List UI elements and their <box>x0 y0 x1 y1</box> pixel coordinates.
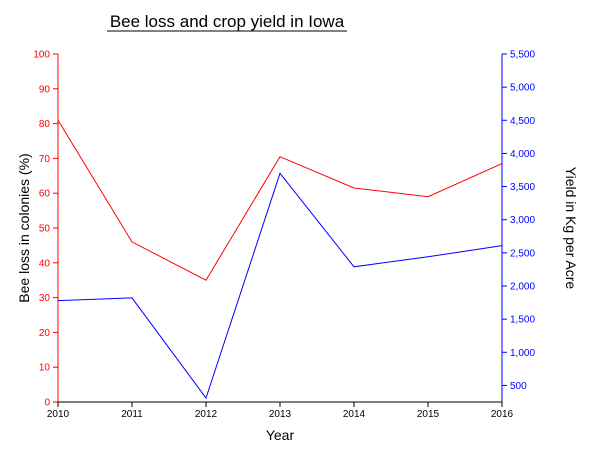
left-tick-label: 100 <box>33 50 50 61</box>
left-tick-label: 20 <box>39 328 51 339</box>
x-tick-label: 2013 <box>269 409 292 420</box>
right-axis-title: Yield in Kg per Acre <box>563 167 579 290</box>
left-tick-label: 50 <box>39 224 51 235</box>
left-tick-label: 90 <box>39 84 51 95</box>
right-tick-label: 4,000 <box>510 149 535 160</box>
x-tick-label: 2016 <box>491 409 514 420</box>
left-tick-label: 0 <box>44 398 50 409</box>
x-tick-label: 2015 <box>417 409 440 420</box>
x-tick-label: 2012 <box>195 409 218 420</box>
left-tick-label: 60 <box>39 189 51 200</box>
left-tick-label: 10 <box>39 363 51 374</box>
right-tick-label: 1,000 <box>510 348 535 359</box>
right-tick-label: 4,500 <box>510 116 535 127</box>
left-tick-label: 80 <box>39 119 51 130</box>
left-tick-label: 70 <box>39 154 51 165</box>
right-tick-label: 5,000 <box>510 83 535 94</box>
chart-title: Bee loss and crop yield in Iowa <box>110 12 345 31</box>
series-layer <box>57 119 503 400</box>
right-tick-label: 3,000 <box>510 215 535 226</box>
x-axis-title: Year <box>266 427 295 443</box>
left-tick-label: 30 <box>39 293 51 304</box>
right-tick-label: 5,500 <box>510 50 535 61</box>
x-tick-label: 2014 <box>343 409 366 420</box>
right-tick-label: 500 <box>510 381 527 392</box>
x-axis: 2010 2011 2012 2013 2014 2015 2016 <box>47 401 514 420</box>
right-tick-label: 2,000 <box>510 282 535 293</box>
left-axis-title: Bee loss in colonies (%) <box>16 153 32 302</box>
left-tick-label: 40 <box>39 258 51 269</box>
x-tick-label: 2011 <box>121 409 143 420</box>
crop-yield-series-line <box>57 172 503 400</box>
right-tick-label: 3,500 <box>510 182 535 193</box>
right-y-axis: 500 1,000 1,500 2,000 2,500 3,000 3,500 4,000 4,… <box>501 50 535 402</box>
bee-loss-series-line <box>57 119 503 281</box>
left-y-axis: 0 10 20 30 40 50 60 70 80 90 100 <box>33 50 59 409</box>
right-tick-label: 1,500 <box>510 315 535 326</box>
x-tick-label: 2010 <box>47 409 70 420</box>
right-tick-label: 2,500 <box>510 248 535 259</box>
